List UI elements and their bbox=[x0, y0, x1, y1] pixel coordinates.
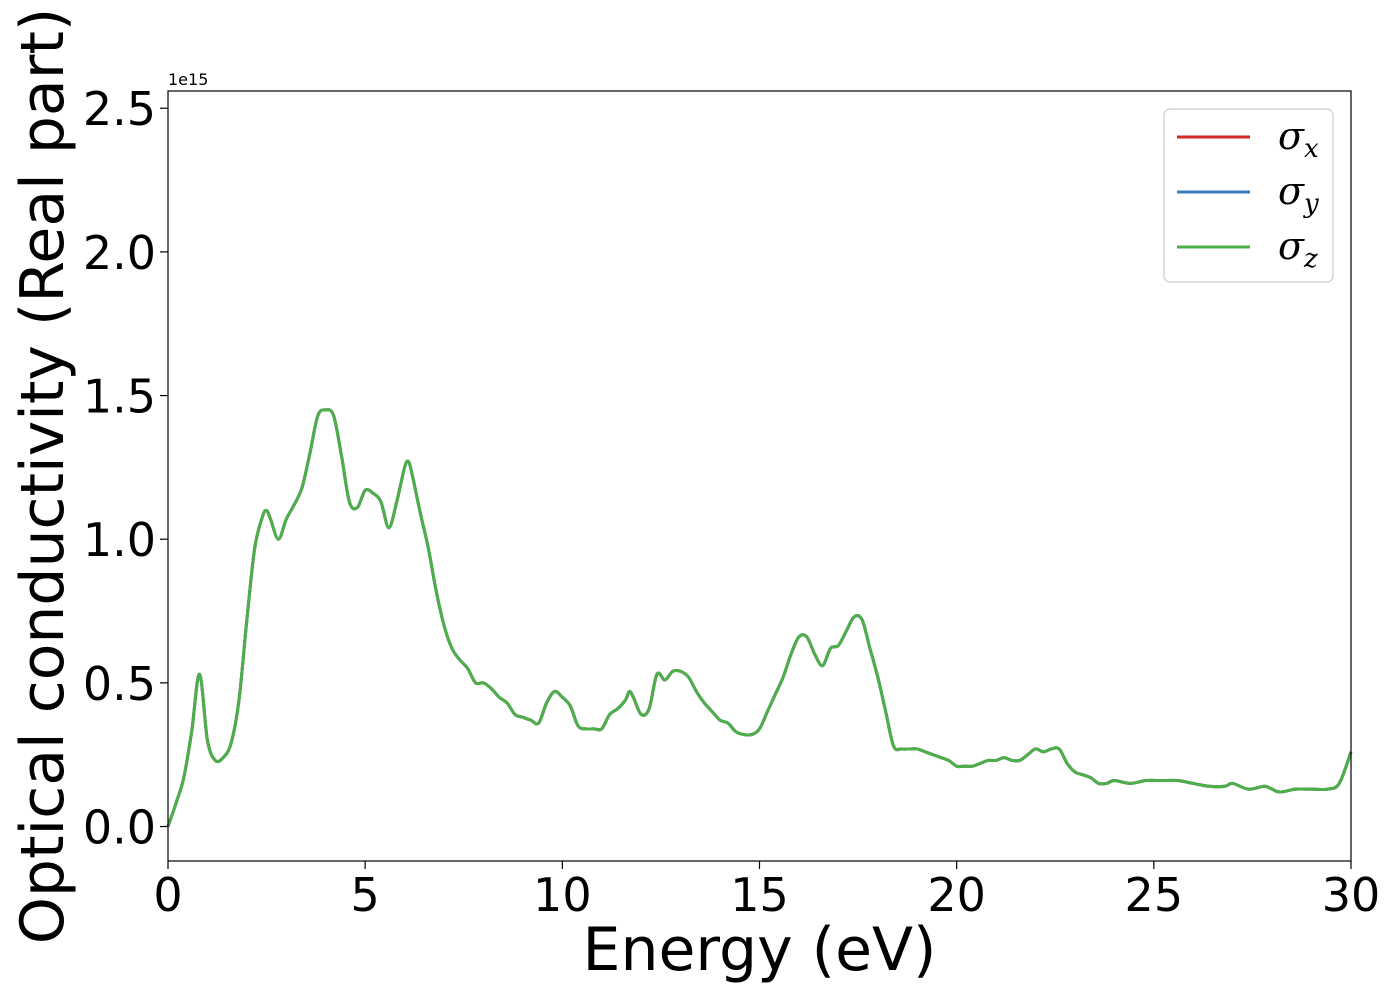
series-line-σz bbox=[166, 408, 1353, 828]
y-tick-label: 0.0 bbox=[83, 801, 156, 855]
x-tick-label: 10 bbox=[533, 868, 592, 922]
y-tick-label: 2.5 bbox=[83, 82, 156, 136]
legend-box bbox=[1163, 108, 1334, 283]
legend-subscript: z bbox=[1303, 244, 1318, 274]
legend-subscript: x bbox=[1304, 134, 1319, 164]
x-tick-label: 20 bbox=[927, 868, 986, 922]
y-offset-label: 1e15 bbox=[168, 70, 208, 89]
x-tick-label: 30 bbox=[1322, 868, 1381, 922]
legend-label: σz bbox=[1278, 224, 1318, 274]
y-tick-label: 1.5 bbox=[83, 370, 156, 424]
series-layer bbox=[166, 408, 1353, 828]
legend-label: σy bbox=[1278, 169, 1319, 219]
x-tick-label: 15 bbox=[730, 868, 789, 922]
y-axis: 0.0 0.5 1.0 1.5 2.0 2.5 bbox=[83, 82, 168, 855]
legend-label: σx bbox=[1278, 114, 1319, 164]
x-tick-label: 5 bbox=[351, 868, 380, 922]
x-axis: 0 5 10 15 20 25 30 bbox=[153, 861, 1380, 922]
y-tick-label: 0.5 bbox=[83, 657, 156, 711]
legend-symbol: σ bbox=[1278, 169, 1305, 213]
x-tick-label: 0 bbox=[153, 868, 182, 922]
x-axis-label: Energy (eV) bbox=[583, 915, 937, 985]
legend-symbol: σ bbox=[1278, 224, 1305, 268]
y-tick-label: 1.0 bbox=[83, 513, 156, 567]
y-tick-label: 2.0 bbox=[83, 226, 156, 280]
y-axis-label: Optical conductivity (Real part) bbox=[8, 8, 78, 945]
legend-symbol: σ bbox=[1278, 114, 1305, 158]
x-tick-label: 25 bbox=[1125, 868, 1184, 922]
legend-subscript: y bbox=[1303, 189, 1319, 219]
